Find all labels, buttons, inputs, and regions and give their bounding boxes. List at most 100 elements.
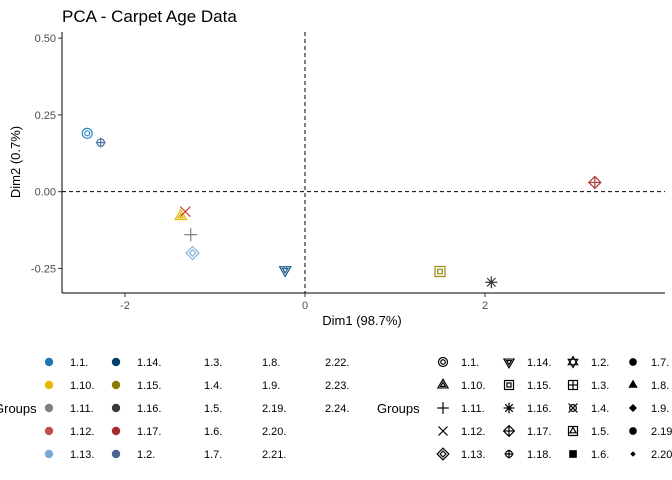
legend-label: 1.15. xyxy=(137,380,161,392)
legend-shape-key xyxy=(502,424,516,438)
x-tick-label: 2 xyxy=(482,300,488,312)
x-axis: -2 0 2 xyxy=(120,293,488,312)
legend-swatch xyxy=(44,380,54,390)
legend-label: 1.17. xyxy=(527,426,551,438)
legend-shape-key xyxy=(437,402,449,414)
plot-area xyxy=(61,32,665,294)
legend-label: 1.11. xyxy=(70,403,94,415)
legend-label: 1.13. xyxy=(461,449,485,461)
legend-title: Groups xyxy=(377,401,420,416)
legend-label: 1.12. xyxy=(461,426,485,438)
legend-label: 1.15. xyxy=(527,380,551,392)
legend-shape-key xyxy=(567,425,579,437)
data-point xyxy=(434,265,446,278)
legend-label: 1.16. xyxy=(137,403,161,415)
chart-title: PCA - Carpet Age Data xyxy=(62,7,237,26)
legend-swatch xyxy=(111,380,121,390)
data-point xyxy=(185,245,200,261)
legend-label: 1.5. xyxy=(591,426,609,438)
legend-shape-key xyxy=(567,355,579,369)
legend-label: 1.2. xyxy=(591,357,609,369)
data-point xyxy=(184,228,198,242)
legend-swatch xyxy=(111,426,121,436)
y-axis-label: Dim2 (0.7%) xyxy=(8,126,23,198)
x-tick-label: -2 xyxy=(120,300,130,312)
legend-label: 1.13. xyxy=(70,449,94,461)
legend-label: 1.1. xyxy=(70,357,88,369)
legend-label: 1.18. xyxy=(527,449,551,461)
legend-label: 1.6. xyxy=(204,426,222,438)
legend-shape-key xyxy=(503,402,515,414)
legend-shape-key xyxy=(567,379,579,391)
legend-label: 2.20. xyxy=(262,426,286,438)
legend-swatch xyxy=(111,403,121,413)
shape-legend: Groups 1.1. 1.10. 1.11. 1.12. 1.13. 1.14. 1.15.… xyxy=(377,355,672,461)
legend-label: 2.22. xyxy=(325,357,349,369)
legend-shape-key xyxy=(436,447,450,461)
legend-label: 1.12. xyxy=(70,426,94,438)
data-point xyxy=(95,137,106,148)
y-tick-label: -0.25 xyxy=(31,263,56,275)
legend-shape-key xyxy=(437,356,449,368)
data-point xyxy=(179,206,191,218)
y-tick-label: 0.00 xyxy=(35,187,56,199)
legend-shape-key xyxy=(628,379,638,388)
legend-swatch xyxy=(44,426,54,436)
legend-label: 2.19 xyxy=(651,426,672,438)
legend-shape-key xyxy=(628,403,638,413)
legend-label: 2.20 xyxy=(651,449,672,461)
legend-shape-key xyxy=(504,449,514,459)
legend-label: 1.14. xyxy=(137,357,161,369)
legend-label: 1.2. xyxy=(137,449,155,461)
data-point xyxy=(81,127,93,139)
legend-label: 2.21. xyxy=(262,449,286,461)
legend-label: 1.17. xyxy=(137,426,161,438)
legend-swatch xyxy=(111,449,121,459)
x-axis-label: Dim1 (98.7%) xyxy=(322,313,401,328)
data-point xyxy=(278,266,292,278)
legend-label: 1.4. xyxy=(591,403,609,415)
legend-label: 1.10. xyxy=(70,380,94,392)
legend-shape-key xyxy=(630,451,636,457)
data-points xyxy=(81,127,602,289)
color-legend: Groups 1.1. 1.10. 1.11. 1.12. 1.13. 1.14. 1.15.… xyxy=(0,357,349,461)
legend-shape-key xyxy=(502,358,516,370)
y-tick-label: 0.50 xyxy=(35,33,56,45)
legend-label: 1.1. xyxy=(461,357,479,369)
legend-shape-key xyxy=(503,379,515,391)
legend-label: 1.4. xyxy=(204,380,222,392)
legend-label: 1.9. xyxy=(262,380,280,392)
legend-label: 1.5. xyxy=(204,403,222,415)
legend-label: 1.3. xyxy=(204,357,222,369)
legend-swatch xyxy=(44,357,54,367)
legend-label: 1.8. xyxy=(651,380,669,392)
x-tick-label: 0 xyxy=(302,300,308,312)
legend-label: 1.3. xyxy=(591,380,609,392)
legend-label: 1.8. xyxy=(262,357,280,369)
legend-swatch xyxy=(44,449,54,459)
legend-label: 1.9. xyxy=(651,403,669,415)
legend-shape-key xyxy=(436,377,450,389)
legend-title: Groups xyxy=(0,401,37,416)
legend-label: 2.23. xyxy=(325,380,349,392)
legend-shape-key xyxy=(569,450,577,458)
legend-label: 1.10. xyxy=(461,380,485,392)
legend-label: 1.7. xyxy=(651,357,669,369)
data-point xyxy=(485,276,498,289)
legend-shape-key xyxy=(568,403,578,413)
legend-swatch xyxy=(44,403,54,413)
legend-shape-key xyxy=(438,426,448,436)
y-axis: 0.50 0.25 0.00 -0.25 xyxy=(31,33,62,275)
legend-label: 1.7. xyxy=(204,449,222,461)
legend-label: 1.6. xyxy=(591,449,609,461)
legend-shape-key xyxy=(629,427,637,435)
data-point xyxy=(587,175,602,190)
legend-label: 1.16. xyxy=(527,403,551,415)
legend-label: 1.14. xyxy=(527,357,551,369)
legend-label: 1.11. xyxy=(461,403,485,415)
legend-shape-key xyxy=(629,358,637,366)
legend-swatch xyxy=(111,357,121,367)
legend-label: 2.24. xyxy=(325,403,349,415)
legend-label: 2.19. xyxy=(262,403,286,415)
